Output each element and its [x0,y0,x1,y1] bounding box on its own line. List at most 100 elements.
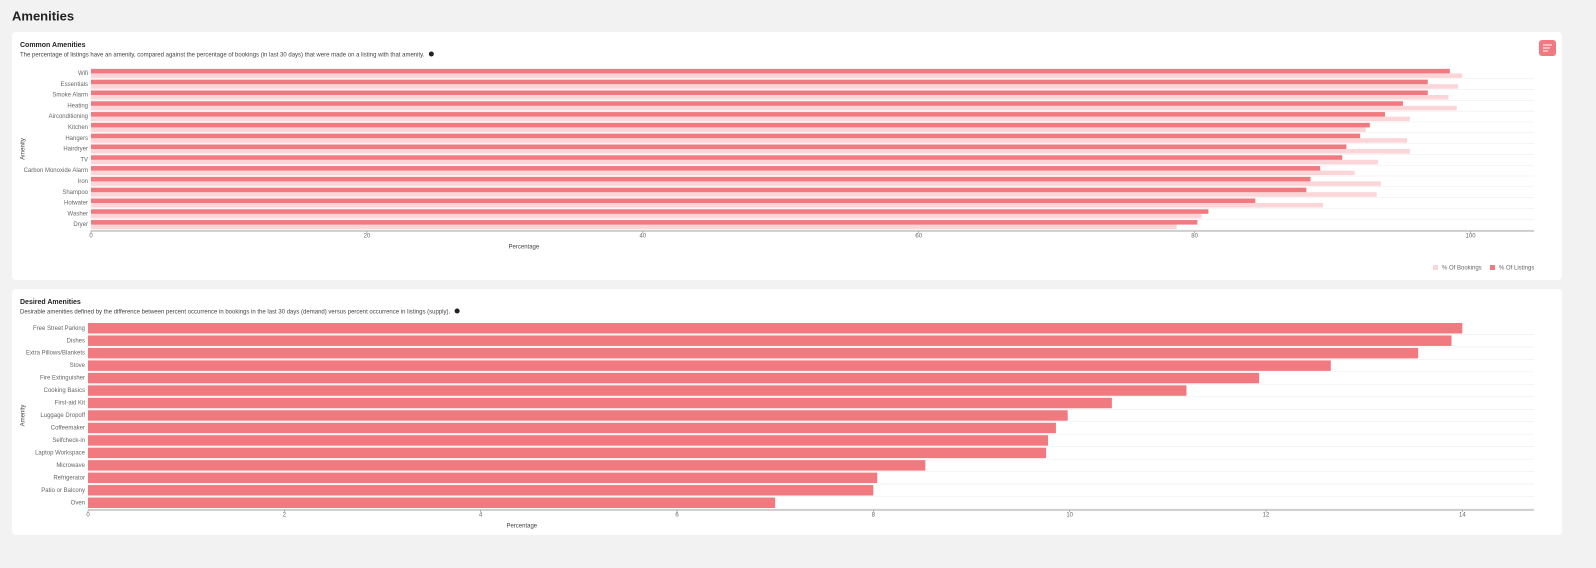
bar [91,176,1311,182]
y-tick-label: Refrigerator [53,475,85,481]
bar [91,90,1428,95]
chart-title: Desired Amenities [20,299,81,306]
bar [91,127,1366,132]
bar [91,198,1256,203]
bar [88,447,1047,459]
y-tick-label: Hairdryer [63,147,88,153]
x-axis-label: Percentage [509,245,540,251]
x-tick-label: 0 [89,234,93,240]
y-tick-label: Luggage Dropoff [40,413,85,419]
y-tick-label: Shampoo [62,190,88,196]
bar [91,144,1347,149]
y-tick-label: Fire Extinguisher [40,376,85,382]
y-tick-label: Laptop Workspace [35,450,86,456]
bar [91,213,1202,219]
y-tick-label: Carbon Monoxide Alarm [24,168,88,174]
bar [88,385,1187,396]
x-tick-label: 8 [872,513,876,519]
y-tick-label: Microwave [56,463,85,469]
info-icon [428,51,434,57]
legend-swatch [1433,265,1438,270]
x-tick-label: 60 [915,234,922,240]
y-tick-label: Washer [68,211,88,217]
y-tick-label: Iron [78,179,88,185]
x-tick-label: 6 [675,513,679,519]
y-tick-label: Extra Pillows/Blankets [26,351,85,357]
bar [88,435,1049,446]
x-tick-label: 100 [1466,234,1477,240]
y-tick-label: Hotwater [64,201,88,207]
bar [88,360,1331,371]
bar [88,335,1452,346]
bar [91,112,1386,117]
y-tick-label: Wifi [78,71,88,77]
bar [88,485,874,496]
y-tick-label: TV [80,157,88,163]
y-tick-label: Free Street Parking [33,326,85,332]
bar [91,138,1408,143]
bar [88,497,776,509]
bar [91,116,1410,122]
x-tick-label: 0 [86,513,90,519]
y-tick-label: Dishes [67,338,85,344]
bar [91,149,1410,154]
legend-swatch [1490,265,1495,270]
y-tick-label: Essentials [61,82,88,88]
bar [88,410,1068,421]
bar [91,220,1198,225]
bar [91,159,1379,165]
y-tick-label: Dryer [73,222,88,228]
bar [91,192,1377,197]
x-tick-label: 20 [364,234,371,240]
bar [91,133,1361,139]
page-title: Amenities [12,8,74,23]
chart-subtitle: Desirable amenities defined by the diffe… [20,310,450,316]
y-tick-label: Selfcheck-in [52,438,85,444]
x-tick-label: 10 [1066,513,1073,519]
y-axis-label: Amenity [21,138,27,160]
y-tick-label: Oven [71,500,85,506]
bar [91,122,1370,128]
y-tick-label: Kitchen [68,125,88,131]
y-tick-label: Patio or Balcony [41,488,85,494]
bar [91,155,1343,160]
y-tick-label: Hangers [65,136,88,142]
bar [91,73,1463,78]
y-tick-label: Stove [70,363,86,369]
bar [91,187,1307,193]
y-tick-label: Smoke Alarm [52,93,88,99]
y-tick-label: Cooking Basics [44,388,85,394]
bar [91,105,1457,111]
x-tick-label: 80 [1191,234,1198,240]
bar [88,372,1260,384]
bar [91,166,1321,171]
y-tick-label: Airconditioning [49,114,88,120]
x-tick-label: 14 [1459,513,1466,519]
x-tick-label: 40 [639,234,646,240]
y-axis-label: Amenity [21,405,27,427]
bar [91,209,1209,214]
bar [91,84,1459,89]
y-tick-label: Heating [67,103,88,109]
bar [88,472,878,484]
bar [88,397,1112,409]
bar [91,101,1403,106]
bar [91,224,1177,230]
x-tick-label: 4 [479,513,483,519]
x-tick-label: 2 [283,513,287,519]
legend-label: % Of Listings [1499,266,1534,272]
chart-subtitle: The percentage of listings have an ameni… [20,53,425,59]
y-tick-label: Coffeemaker [51,426,85,432]
bar [91,68,1450,74]
chart-title: Common Amenities [20,42,86,49]
bar [91,170,1355,176]
bar [88,347,1419,359]
menu-icon [1543,44,1552,52]
info-icon [454,308,460,314]
bar [88,422,1056,434]
bar [88,322,1463,334]
y-tick-label: First-aid Kit [55,401,86,407]
legend-label: % Of Bookings [1442,266,1482,272]
